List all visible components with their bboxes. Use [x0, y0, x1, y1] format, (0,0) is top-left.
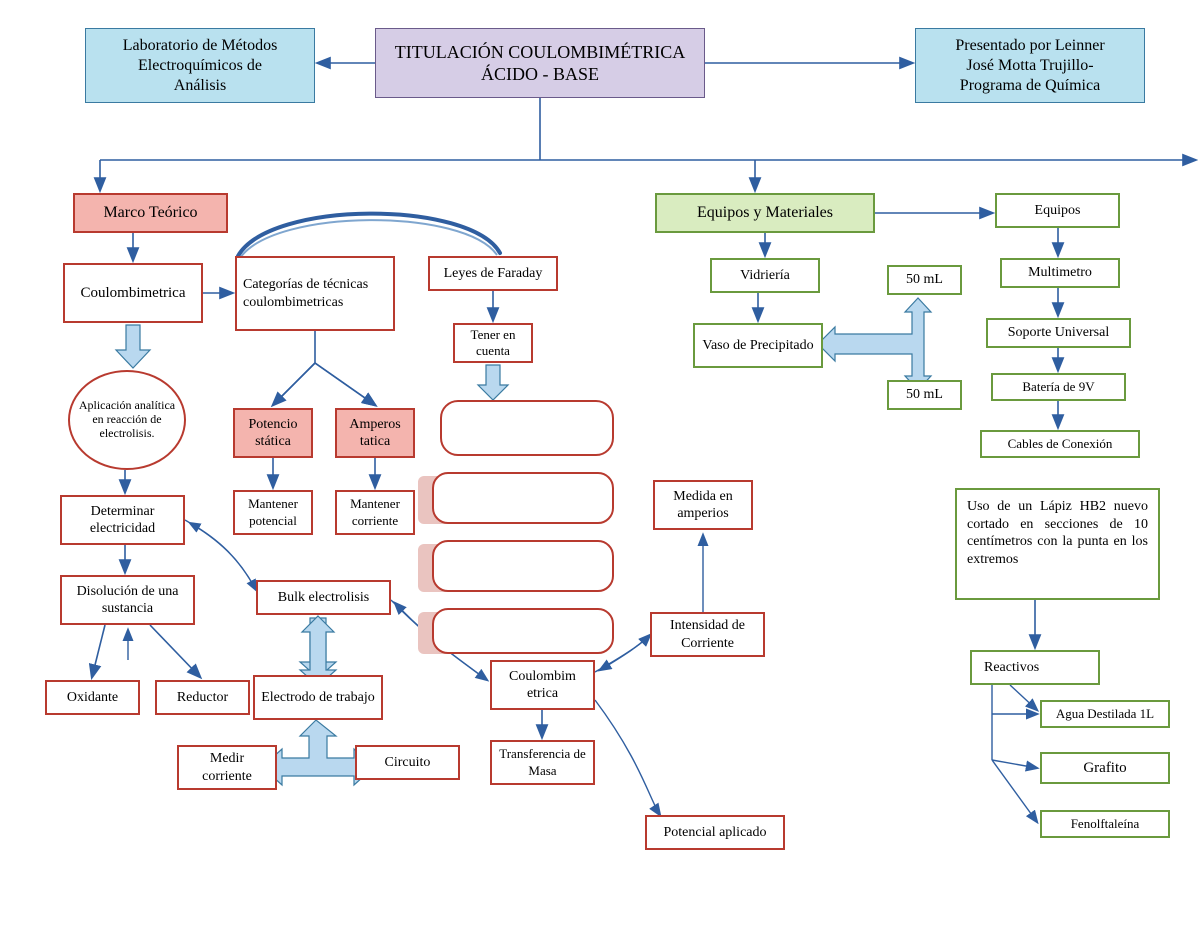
box-potencial-aplicado: Potencial aplicado [645, 815, 785, 850]
box-oxidante: Oxidante [45, 680, 140, 715]
box-medir-corriente: Medir corriente [177, 745, 277, 790]
box-bateria-9v: Batería de 9V [991, 373, 1126, 401]
box-lab-methods: Laboratorio de MétodosElectroquímicos de… [85, 28, 315, 103]
box-transferencia-masa: Transferencia de Masa [490, 740, 595, 785]
box-marco-teorico: Marco Teórico [73, 193, 228, 233]
box-soporte-universal: Soporte Universal [986, 318, 1131, 348]
faraday-blank [432, 472, 614, 524]
box-reductor: Reductor [155, 680, 250, 715]
box-50ml-a: 50 mL [887, 265, 962, 295]
box-electrodo-trabajo: Electrodo de trabajo [253, 675, 383, 720]
box-coulombimetrica-2: Coulombim etrica [490, 660, 595, 710]
box-agua-destilada: Agua Destilada 1L [1040, 700, 1170, 728]
box-medida-amperios: Medida en amperios [653, 480, 753, 530]
box-presented-by: Presentado por LeinnerJosé Motta Trujill… [915, 28, 1145, 103]
box-equipos: Equipos [995, 193, 1120, 228]
box-disolucion: Disolución de una sustancia [60, 575, 195, 625]
box-reactivos: Reactivos [970, 650, 1100, 685]
box-coulombimetrica: Coulombimetrica [63, 263, 203, 323]
box-amperostatica: Amperos tatica [335, 408, 415, 458]
box-vaso-precipitado: Vaso de Precipitado [693, 323, 823, 368]
box-potenciostatica: Potencio stática [233, 408, 313, 458]
box-grafito: Grafito [1040, 752, 1170, 784]
faraday-blank [440, 400, 614, 456]
box-leyes-faraday: Leyes de Faraday [428, 256, 558, 291]
box-intensidad-corriente: Intensidad de Corriente [650, 612, 765, 657]
box-tener-en-cuenta: Tener en cuenta [453, 323, 533, 363]
box-mantener-corriente: Mantener corriente [335, 490, 415, 535]
circle-aplicacion: Aplicación analítica en reacción de elec… [68, 370, 186, 470]
box-equipos-materiales: Equipos y Materiales [655, 193, 875, 233]
faraday-blank [432, 608, 614, 654]
box-lapiz-hb2: Uso de un Lápiz HB2 nuevo cortado en sec… [955, 488, 1160, 600]
faraday-blank [432, 540, 614, 592]
box-vidrieria: Vidriería [710, 258, 820, 293]
box-50ml-b: 50 mL [887, 380, 962, 410]
box-bulk-electrolisis: Bulk electrolisis [256, 580, 391, 615]
box-fenolftaleina: Fenolftaleína [1040, 810, 1170, 838]
box-cables-conexion: Cables de Conexión [980, 430, 1140, 458]
box-title: TITULACIÓN COULOMBIMÉTRICAÁCIDO - BASE [375, 28, 705, 98]
box-circuito: Circuito [355, 745, 460, 780]
box-multimetro: Multimetro [1000, 258, 1120, 288]
box-categorias: Categorías de técnicas coulombimetricas [235, 256, 395, 331]
box-mantener-potencial: Mantener potencial [233, 490, 313, 535]
box-determinar: Determinar electricidad [60, 495, 185, 545]
